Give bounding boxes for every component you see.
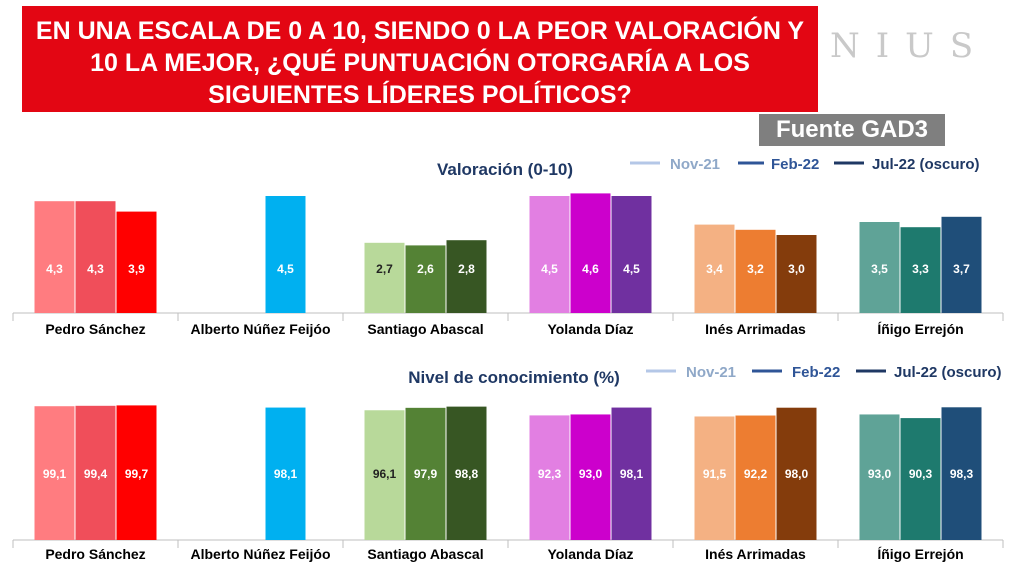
bar [34,201,75,313]
data-label: 3,2 [747,262,764,276]
bar [859,222,900,313]
data-label: 4,5 [277,262,294,276]
bar [116,405,157,540]
bar [900,227,941,313]
bar [900,418,941,540]
category-label: Alberto Núñez Feijóo [191,321,331,337]
data-label: 92,2 [744,467,768,481]
legend-label-3: Jul-22 (oscuro) [872,156,980,173]
bar [776,407,817,540]
category-label: Inés Arrimadas [705,546,806,562]
data-label: 4,5 [541,262,558,276]
data-label: 2,7 [376,262,393,276]
category-label: Yolanda Díaz [547,546,633,562]
category-label: Pedro Sánchez [45,321,145,337]
data-label: 2,6 [417,262,434,276]
bar [364,242,405,313]
data-label: 98,3 [950,467,974,481]
chart-title: Nivel de conocimiento (%) [408,368,620,387]
data-label: 99,4 [84,467,108,481]
data-label: 3,9 [128,262,145,276]
bar [941,216,982,313]
bar [265,196,306,313]
bar [75,405,116,540]
bar [735,229,776,313]
data-label: 97,9 [414,467,438,481]
title-line-1: EN UNA ESCALA DE 0 A 10, SIENDO 0 LA PEO… [35,17,805,45]
brand-logo: NIUS [830,26,990,66]
data-label: 3,4 [706,262,723,276]
title-banner: EN UNA ESCALA DE 0 A 10, SIENDO 0 LA PEO… [22,6,818,112]
data-label: 91,5 [703,467,727,481]
data-label: 3,7 [953,262,970,276]
data-label: 99,1 [43,467,67,481]
data-label: 3,3 [912,262,929,276]
bar [364,410,405,540]
bar [405,245,446,313]
data-label: 4,6 [582,262,599,276]
data-label: 3,0 [788,262,805,276]
bar [529,196,570,313]
source-badge: Fuente GAD3 [759,114,945,146]
data-label: 98,8 [455,467,479,481]
category-label: Santiago Abascal [367,321,483,337]
bar [611,196,652,313]
bar [776,235,817,313]
data-label: 96,1 [373,467,397,481]
bar [570,193,611,313]
bar [405,407,446,540]
data-label: 3,5 [871,262,888,276]
category-label: Pedro Sánchez [45,546,145,562]
title-line-2: 10 LA MEJOR, ¿QUÉ PUNTUACIÓN OTORGARÍA A… [90,49,750,77]
data-label: 2,8 [458,262,475,276]
data-label: 90,3 [909,467,933,481]
data-label: 4,3 [46,262,63,276]
bar [34,406,75,540]
bar [611,407,652,540]
legend-label-3: Jul-22 (oscuro) [894,364,1002,381]
bar [694,224,735,313]
bar [694,416,735,540]
legend-label-2: Feb-22 [792,364,840,381]
data-label: 4,3 [87,262,104,276]
data-label: 98,1 [620,467,644,481]
bar [265,407,306,540]
bar [735,415,776,540]
legend-label-2: Feb-22 [771,156,819,173]
legend-label-1: Nov-21 [670,156,720,173]
data-label: 92,3 [538,467,562,481]
bar [570,414,611,540]
data-label: 99,7 [125,467,149,481]
category-label: Íñigo Errejón [877,546,963,562]
category-label: Santiago Abascal [367,546,483,562]
title-line-3: SIGUIENTES LÍDERES POLÍTICOS? [208,81,632,109]
category-label: Íñigo Errejón [877,321,963,337]
legend-label-1: Nov-21 [686,364,736,381]
bar [446,240,487,313]
data-label: 93,0 [579,467,603,481]
category-label: Alberto Núñez Feijóo [191,546,331,562]
data-label: 98,0 [785,467,809,481]
bar [446,406,487,540]
bar [116,211,157,313]
chart-title: Valoración (0-10) [437,160,573,179]
bar [75,201,116,313]
bar [941,407,982,540]
category-label: Yolanda Díaz [547,321,633,337]
data-label: 98,1 [274,467,298,481]
data-label: 4,5 [623,262,640,276]
data-label: 93,0 [868,467,892,481]
bar [529,415,570,540]
bar [859,414,900,540]
category-label: Inés Arrimadas [705,321,806,337]
